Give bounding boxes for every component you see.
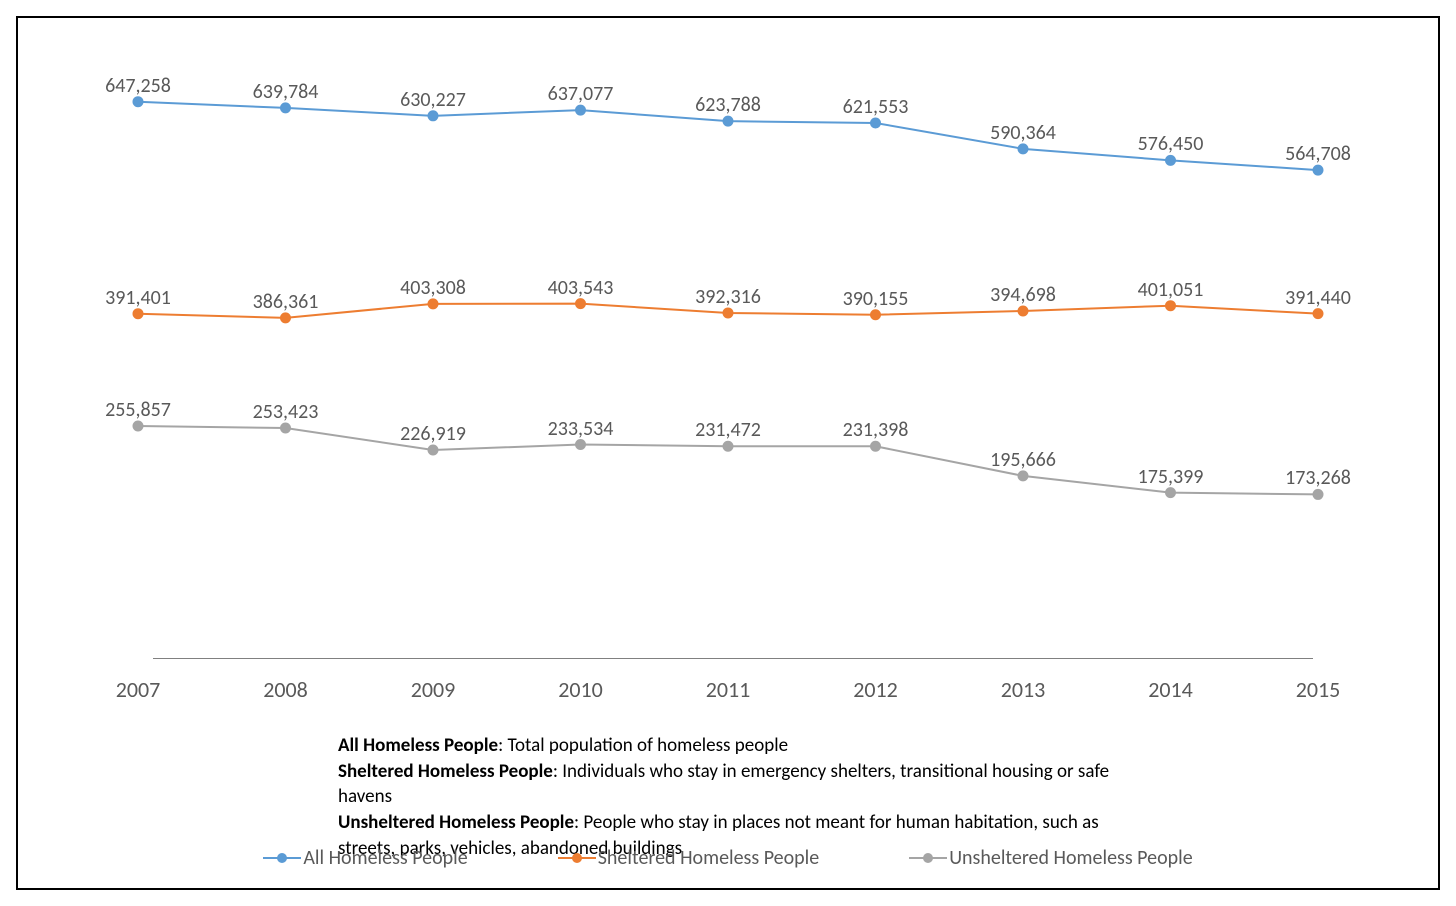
x-tick-2010: 2010	[558, 676, 603, 703]
data-label-sheltered-5: 390,155	[843, 287, 909, 311]
data-label-sheltered-4: 392,316	[695, 285, 761, 309]
data-label-unsheltered-2: 226,919	[400, 422, 466, 446]
marker-sheltered-0	[133, 309, 143, 319]
plot-area: 647,258639,784630,227637,077623,788621,5…	[138, 58, 1318, 638]
data-label-unsheltered-4: 231,472	[695, 418, 761, 442]
data-label-sheltered-8: 391,440	[1285, 286, 1351, 310]
marker-unsheltered-3	[576, 440, 586, 450]
marker-all-2	[428, 111, 438, 121]
description-term-0: All Homeless People	[338, 734, 498, 757]
data-label-all-2: 630,227	[400, 88, 466, 112]
x-tick-2015: 2015	[1296, 676, 1341, 703]
marker-all-4	[723, 116, 733, 126]
description-text-0: : Total population of homeless people	[498, 734, 788, 757]
data-label-all-1: 639,784	[253, 80, 319, 104]
data-label-unsheltered-8: 173,268	[1285, 466, 1351, 490]
data-label-unsheltered-6: 195,666	[990, 448, 1056, 472]
legend-label-all: All Homeless People	[303, 846, 467, 870]
data-label-sheltered-7: 401,051	[1138, 278, 1204, 302]
data-label-unsheltered-0: 255,857	[105, 398, 171, 422]
data-label-sheltered-6: 394,698	[990, 283, 1056, 307]
legend-swatch-sheltered	[558, 851, 596, 865]
marker-sheltered-4	[723, 308, 733, 318]
marker-all-6	[1018, 144, 1028, 154]
description-line-0: All Homeless People: Total population of…	[338, 733, 1158, 759]
marker-all-7	[1166, 155, 1176, 165]
description-term-2: Unsheltered Homeless People	[338, 811, 574, 834]
marker-sheltered-2	[428, 299, 438, 309]
marker-unsheltered-4	[723, 441, 733, 451]
marker-sheltered-6	[1018, 306, 1028, 316]
legend-label-unsheltered: Unsheltered Homeless People	[949, 846, 1192, 870]
chart-container: 647,258 639,784 630,227 637,077 623,788 621,5…	[16, 16, 1440, 890]
data-label-all-0: 647,258	[105, 74, 171, 98]
legend-item-sheltered: Sheltered Homeless People	[558, 846, 819, 870]
data-label-sheltered-1: 386,361	[253, 290, 319, 314]
data-label-all-3: 637,077	[548, 82, 614, 106]
legend-swatch-unsheltered	[909, 851, 947, 865]
data-label-unsheltered-7: 175,399	[1138, 465, 1204, 489]
legend: All Homeless People Sheltered Homeless Pe…	[18, 846, 1438, 870]
description-line-1: Sheltered Homeless People: Individuals w…	[338, 759, 1158, 810]
marker-unsheltered-6	[1018, 471, 1028, 481]
data-label-unsheltered-1: 253,423	[253, 400, 319, 424]
marker-sheltered-1	[281, 313, 291, 323]
marker-all-5	[871, 118, 881, 128]
marker-all-3	[576, 105, 586, 115]
description-term-1: Sheltered Homeless People	[338, 760, 553, 783]
data-label-all-4: 623,788	[695, 93, 761, 117]
legend-item-unsheltered: Unsheltered Homeless People	[909, 846, 1192, 870]
marker-all-1	[281, 103, 291, 113]
data-label-all-8: 564,708	[1285, 142, 1351, 166]
data-label-sheltered-0: 391,401	[105, 286, 171, 310]
x-tick-2014: 2014	[1148, 676, 1193, 703]
marker-sheltered-3	[576, 299, 586, 309]
data-label-sheltered-3: 403,543	[548, 276, 614, 300]
marker-sheltered-7	[1166, 301, 1176, 311]
data-label-unsheltered-3: 233,534	[548, 417, 614, 441]
x-tick-2012: 2012	[853, 676, 898, 703]
marker-unsheltered-0	[133, 421, 143, 431]
marker-sheltered-5	[871, 310, 881, 320]
legend-item-all: All Homeless People	[263, 846, 467, 870]
marker-unsheltered-7	[1166, 488, 1176, 498]
x-tick-2011: 2011	[706, 676, 751, 703]
data-label-unsheltered-5: 231,398	[843, 418, 909, 442]
data-label-all-6: 590,364	[990, 121, 1056, 145]
marker-unsheltered-5	[871, 441, 881, 451]
marker-all-8	[1313, 165, 1323, 175]
data-label-sheltered-2: 403,308	[400, 276, 466, 300]
legend-label-sheltered: Sheltered Homeless People	[598, 846, 819, 870]
x-tick-2008: 2008	[263, 676, 308, 703]
data-label-all-5: 621,553	[843, 95, 909, 119]
x-tick-2007: 2007	[116, 676, 161, 703]
x-tick-2009: 2009	[411, 676, 456, 703]
x-axis-line	[153, 658, 1313, 659]
marker-sheltered-8	[1313, 309, 1323, 319]
x-tick-2013: 2013	[1001, 676, 1046, 703]
marker-unsheltered-8	[1313, 489, 1323, 499]
marker-unsheltered-2	[428, 445, 438, 455]
marker-unsheltered-1	[281, 423, 291, 433]
legend-swatch-all	[263, 851, 301, 865]
data-label-all-7: 576,450	[1138, 132, 1204, 156]
marker-all-0	[133, 97, 143, 107]
chart-description: All Homeless People: Total population of…	[338, 733, 1158, 861]
